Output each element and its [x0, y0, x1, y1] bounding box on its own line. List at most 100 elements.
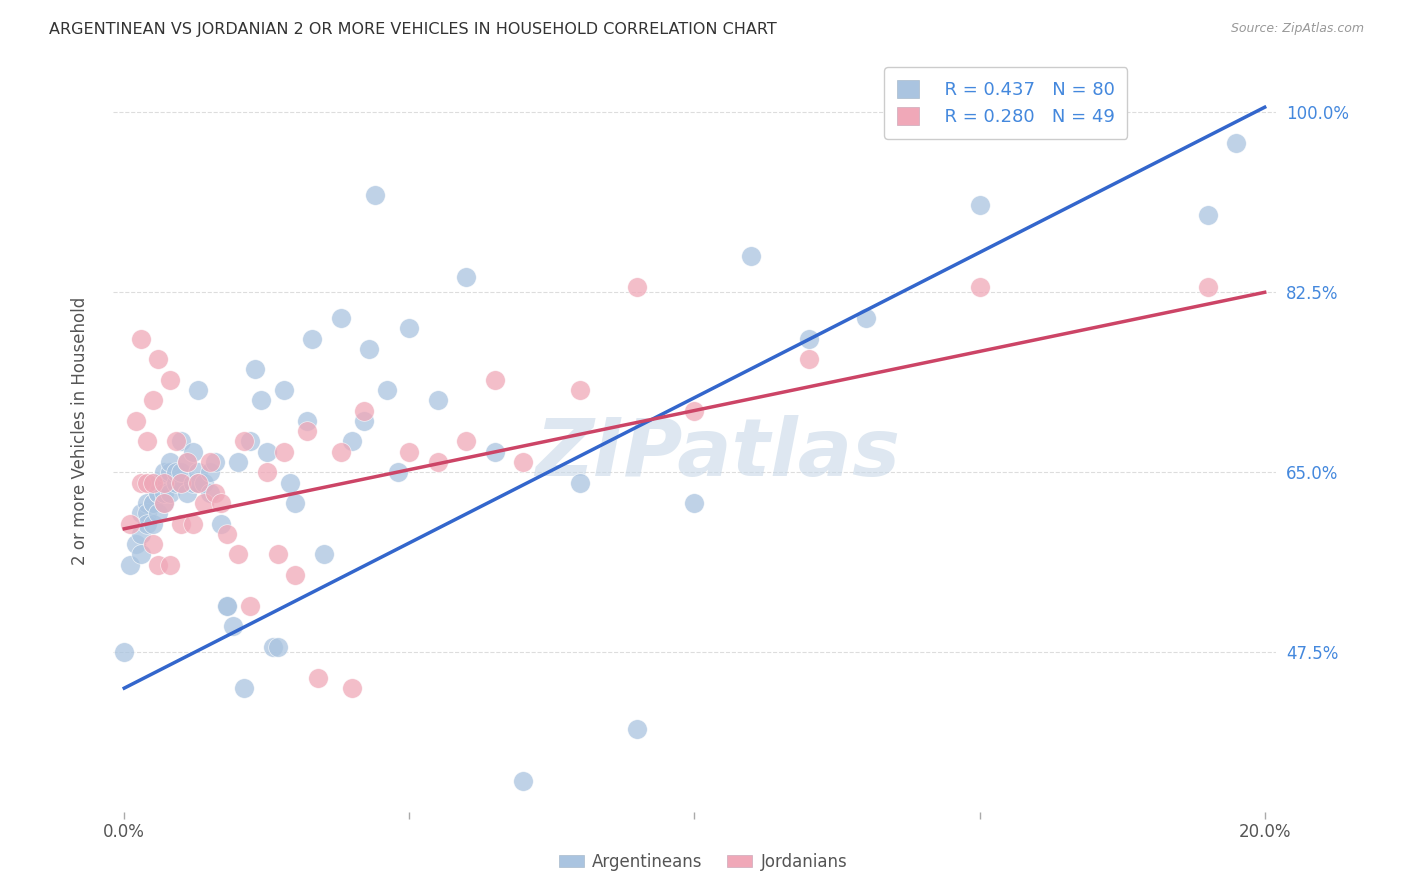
Point — [797, 332, 820, 346]
Point — [215, 599, 238, 613]
Point — [165, 465, 187, 479]
Point — [278, 475, 301, 490]
Point — [142, 393, 165, 408]
Point — [683, 496, 706, 510]
Point — [136, 507, 159, 521]
Point — [1225, 136, 1247, 151]
Point — [159, 485, 181, 500]
Point — [165, 434, 187, 449]
Point — [159, 465, 181, 479]
Point — [1197, 280, 1219, 294]
Point — [131, 332, 153, 346]
Point — [176, 485, 198, 500]
Point — [626, 280, 648, 294]
Point — [131, 548, 153, 562]
Point — [353, 403, 375, 417]
Point — [359, 342, 381, 356]
Point — [484, 373, 506, 387]
Point — [233, 434, 256, 449]
Point — [187, 465, 209, 479]
Text: Source: ZipAtlas.com: Source: ZipAtlas.com — [1230, 22, 1364, 36]
Point — [142, 516, 165, 531]
Point — [153, 485, 176, 500]
Point — [112, 645, 135, 659]
Point — [626, 723, 648, 737]
Point — [256, 444, 278, 458]
Point — [142, 475, 165, 490]
Point — [353, 414, 375, 428]
Point — [204, 455, 226, 469]
Point — [118, 558, 141, 572]
Point — [124, 414, 146, 428]
Point — [176, 455, 198, 469]
Point — [250, 393, 273, 408]
Point — [969, 198, 991, 212]
Point — [797, 352, 820, 367]
Point — [187, 383, 209, 397]
Point — [295, 414, 318, 428]
Point — [148, 485, 170, 500]
Point — [329, 444, 352, 458]
Point — [740, 249, 762, 263]
Point — [456, 269, 478, 284]
Y-axis label: 2 or more Vehicles in Household: 2 or more Vehicles in Household — [72, 297, 89, 566]
Point — [159, 558, 181, 572]
Point — [387, 465, 409, 479]
Point — [245, 362, 267, 376]
Point — [148, 507, 170, 521]
Point — [148, 352, 170, 367]
Point — [153, 475, 176, 490]
Point — [262, 640, 284, 654]
Point — [375, 383, 398, 397]
Point — [226, 548, 249, 562]
Point — [131, 527, 153, 541]
Point — [301, 332, 323, 346]
Point — [170, 475, 193, 490]
Point — [198, 465, 221, 479]
Point — [256, 465, 278, 479]
Point — [136, 496, 159, 510]
Point — [193, 496, 215, 510]
Point — [512, 455, 534, 469]
Point — [512, 773, 534, 788]
Point — [221, 619, 243, 633]
Point — [233, 681, 256, 695]
Point — [273, 383, 295, 397]
Point — [131, 507, 153, 521]
Point — [124, 537, 146, 551]
Point — [969, 280, 991, 294]
Point — [198, 455, 221, 469]
Point — [153, 496, 176, 510]
Point — [855, 311, 877, 326]
Point — [181, 516, 204, 531]
Point — [181, 444, 204, 458]
Point — [142, 537, 165, 551]
Point — [569, 475, 592, 490]
Point — [426, 393, 449, 408]
Point — [398, 321, 420, 335]
Point — [159, 373, 181, 387]
Point — [136, 516, 159, 531]
Point — [118, 516, 141, 531]
Point — [142, 496, 165, 510]
Point — [170, 516, 193, 531]
Point — [187, 475, 209, 490]
Point — [398, 444, 420, 458]
Point — [170, 475, 193, 490]
Point — [204, 485, 226, 500]
Point — [170, 465, 193, 479]
Point — [209, 516, 232, 531]
Point — [426, 455, 449, 469]
Point — [193, 475, 215, 490]
Point — [284, 568, 307, 582]
Legend: Argentineans, Jordanians: Argentineans, Jordanians — [550, 845, 856, 880]
Point — [131, 475, 153, 490]
Point — [153, 465, 176, 479]
Point — [273, 444, 295, 458]
Point — [153, 475, 176, 490]
Point — [198, 485, 221, 500]
Point — [456, 434, 478, 449]
Text: ZIPatlas: ZIPatlas — [536, 415, 900, 493]
Point — [148, 475, 170, 490]
Point — [267, 548, 290, 562]
